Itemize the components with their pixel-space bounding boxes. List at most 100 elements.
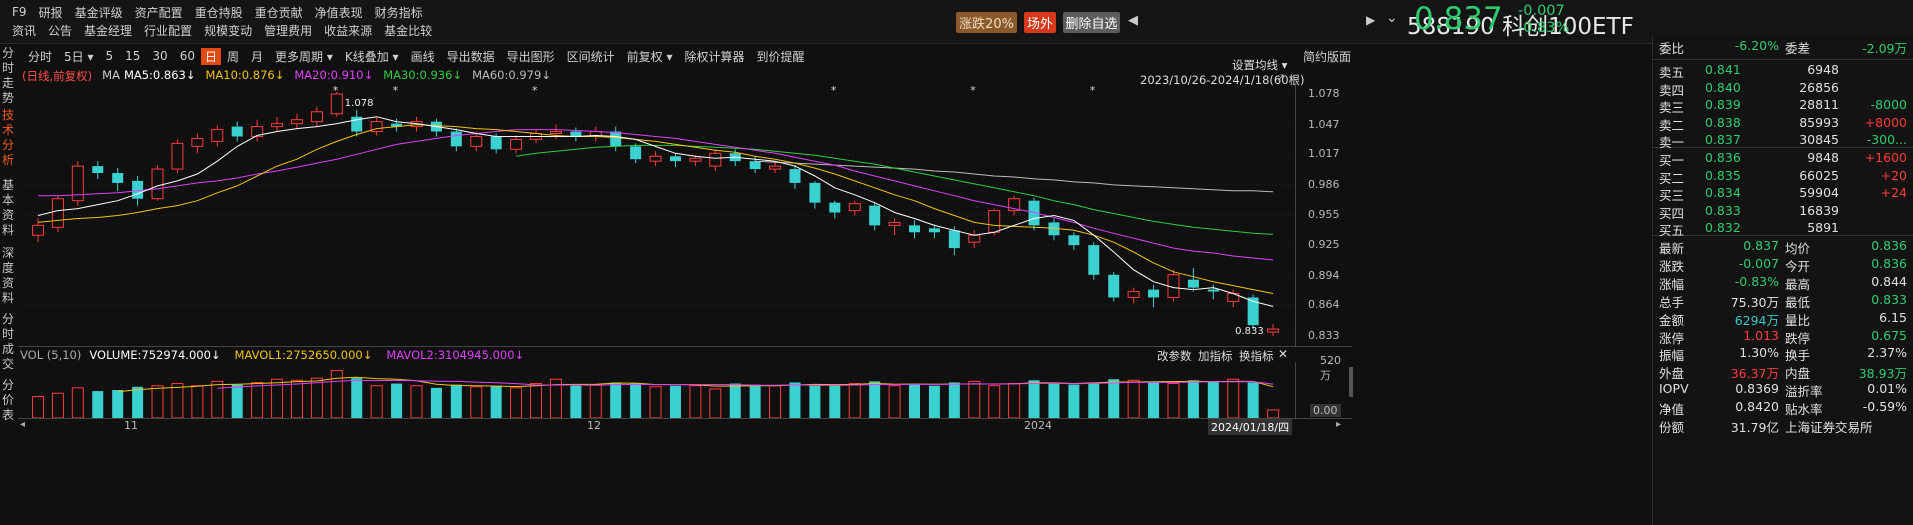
volume-bar[interactable] [290, 379, 303, 418]
next-icon[interactable]: ▶ [1366, 13, 1376, 27]
candle[interactable] [1148, 284, 1160, 308]
nav-item[interactable]: 管理费用 [264, 23, 313, 38]
leftnav-item[interactable]: 基本资料 [1, 178, 14, 237]
nav-item[interactable]: 净值表现 [314, 5, 363, 20]
asks-row[interactable]: 卖五 0.841 6948 [1659, 62, 1909, 82]
candle[interactable] [171, 139, 184, 174]
toolbar-button[interactable]: 周 [227, 49, 240, 64]
candle[interactable] [848, 200, 861, 216]
candle[interactable] [370, 117, 383, 136]
volume-bar[interactable] [271, 378, 284, 418]
volume-bar[interactable] [370, 385, 383, 418]
ma60-value[interactable]: MA60:0.979↓ [472, 68, 551, 82]
candle[interactable] [151, 165, 164, 201]
candle[interactable] [689, 155, 702, 167]
nav-item[interactable]: 资产配置 [134, 5, 183, 20]
period-button-active[interactable]: 日 [200, 47, 221, 65]
chevron-down-icon[interactable]: ⌄ [1386, 10, 1398, 26]
bids-row[interactable]: 买一 0.836 9848 +1600 [1659, 150, 1909, 170]
volume-bar[interactable] [430, 387, 442, 418]
period-button[interactable]: 30 [152, 49, 168, 63]
volume-bar[interactable] [32, 395, 44, 418]
candle[interactable] [709, 149, 722, 172]
candle[interactable] [470, 131, 483, 152]
change-param-button[interactable]: 改参数 [1157, 349, 1192, 363]
ma5-value[interactable]: MA5:0.863↓ [123, 68, 196, 82]
candle[interactable] [909, 220, 921, 239]
toolbar-button[interactable]: 导出图形 [506, 49, 555, 64]
volume-bar[interactable] [310, 377, 323, 418]
vertical-scrollbar[interactable] [1349, 367, 1353, 397]
volume-bar[interactable] [1247, 382, 1259, 418]
candle[interactable] [789, 165, 801, 189]
period-button[interactable]: 分时 [28, 49, 53, 64]
volume-bar[interactable] [1148, 382, 1160, 418]
volume-bar[interactable] [1048, 383, 1060, 418]
leftnav-item[interactable]: 技术分析 [1, 108, 14, 167]
candle[interactable] [549, 124, 562, 140]
volume-bar[interactable] [1187, 380, 1199, 418]
volume-bar[interactable] [1227, 378, 1240, 418]
set-ma-button[interactable]: 设置均线 ▾ [1232, 58, 1288, 72]
toolbar-button[interactable]: 更多周期 ▾ [275, 49, 333, 64]
switch-indicator-button[interactable]: 换指标 [1239, 349, 1274, 363]
candle[interactable] [1207, 284, 1219, 300]
candle[interactable] [191, 133, 204, 154]
bids-row[interactable]: 买四 0.833 16839 [1659, 203, 1909, 223]
volume-bar[interactable] [51, 392, 64, 418]
prev-icon[interactable]: ◀ [1128, 13, 1138, 28]
volume-bar[interactable] [689, 385, 702, 418]
volume-bar[interactable] [1207, 381, 1219, 418]
volume-bar[interactable] [570, 385, 582, 418]
volume-bar[interactable] [928, 385, 940, 418]
nav-item[interactable]: 收益来源 [324, 23, 373, 38]
candle[interactable] [1247, 294, 1259, 330]
candle[interactable] [570, 127, 582, 142]
volume-bar[interactable] [968, 380, 981, 418]
candle[interactable] [1088, 242, 1100, 280]
volume-bar[interactable] [410, 385, 423, 418]
volume-bar[interactable] [829, 384, 841, 418]
volume-bar[interactable] [809, 385, 821, 418]
candle[interactable] [1068, 232, 1080, 251]
candle[interactable] [51, 195, 64, 233]
candle[interactable] [769, 161, 782, 174]
candle[interactable] [1048, 218, 1060, 241]
volume-bar[interactable] [769, 385, 782, 418]
nav-item[interactable]: F9 [12, 5, 27, 19]
volume-bar[interactable] [1028, 380, 1040, 418]
volume-bar[interactable] [610, 382, 622, 418]
volume-bar[interactable] [391, 383, 403, 418]
volume-bar[interactable] [589, 384, 602, 418]
volume-bar[interactable] [909, 384, 921, 418]
volume-bar[interactable] [1088, 382, 1100, 418]
close-icon[interactable]: ✕ [1278, 347, 1289, 361]
candle[interactable] [271, 116, 284, 132]
leftnav-item[interactable]: 分时成交 [1, 312, 14, 371]
asks-row[interactable]: 卖四 0.840 26856 [1659, 80, 1909, 100]
volume-bar[interactable] [988, 385, 1001, 418]
nav-item[interactable]: 行业配置 [144, 23, 193, 38]
volume-bar[interactable] [848, 383, 861, 418]
bids-row[interactable]: 买三 0.834 59904 +24 [1659, 185, 1909, 205]
volume-bar[interactable] [151, 385, 164, 418]
event-marker[interactable]: * [393, 84, 399, 97]
candle[interactable] [610, 126, 622, 152]
candle[interactable] [391, 118, 403, 132]
toolbar-button[interactable]: 月 [251, 49, 264, 64]
candle[interactable] [310, 106, 323, 127]
volume-chart[interactable] [20, 362, 1295, 418]
event-marker[interactable]: * [831, 84, 837, 97]
volume-bar[interactable] [330, 370, 343, 418]
candle[interactable] [928, 224, 940, 239]
candle[interactable] [32, 218, 44, 243]
volume-bar[interactable] [709, 388, 722, 418]
candle[interactable] [948, 226, 960, 256]
volume-bar[interactable] [171, 383, 184, 418]
volume-bar[interactable] [1267, 409, 1280, 418]
candle[interactable] [968, 230, 981, 249]
leftnav-item[interactable]: 分时走势 [1, 46, 14, 105]
volume-bar[interactable] [490, 385, 502, 418]
volume-bar[interactable] [888, 385, 901, 418]
candle[interactable] [510, 135, 523, 154]
